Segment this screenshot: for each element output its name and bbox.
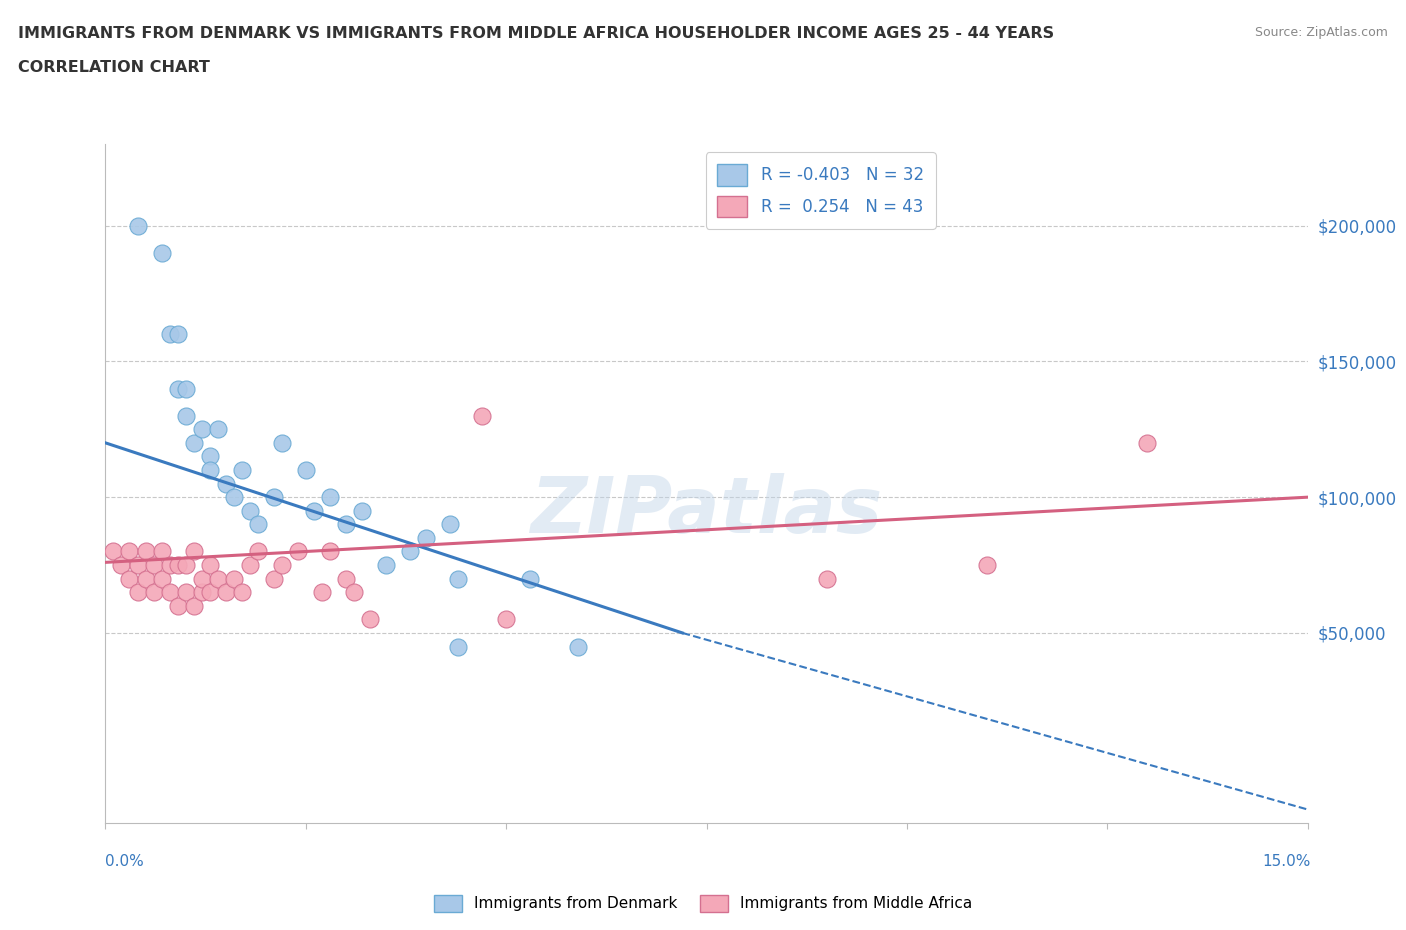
Point xyxy=(239,503,262,518)
Point xyxy=(231,585,253,600)
Point xyxy=(135,571,157,586)
Point xyxy=(231,462,253,477)
Point xyxy=(319,544,342,559)
Text: CORRELATION CHART: CORRELATION CHART xyxy=(18,60,209,75)
Point xyxy=(183,544,205,559)
Point xyxy=(471,408,494,423)
Point xyxy=(198,585,221,600)
Point xyxy=(270,558,292,573)
Point xyxy=(447,571,470,586)
Point xyxy=(198,558,221,573)
Point xyxy=(207,571,229,586)
Point xyxy=(159,558,181,573)
Point xyxy=(311,585,333,600)
Point xyxy=(222,490,245,505)
Point xyxy=(239,558,262,573)
Point xyxy=(135,544,157,559)
Point xyxy=(198,449,221,464)
Point xyxy=(103,544,125,559)
Point xyxy=(439,517,461,532)
Point xyxy=(118,571,141,586)
Point xyxy=(335,571,357,586)
Point xyxy=(159,585,181,600)
Text: 0.0%: 0.0% xyxy=(105,854,145,869)
Point xyxy=(567,639,589,654)
Point xyxy=(343,585,366,600)
Point xyxy=(287,544,309,559)
Point xyxy=(302,503,325,518)
Point xyxy=(127,558,149,573)
Point xyxy=(214,476,236,491)
Point xyxy=(174,408,197,423)
Point xyxy=(127,585,149,600)
Point xyxy=(335,517,357,532)
Point xyxy=(174,558,197,573)
Text: IMMIGRANTS FROM DENMARK VS IMMIGRANTS FROM MIDDLE AFRICA HOUSEHOLDER INCOME AGES: IMMIGRANTS FROM DENMARK VS IMMIGRANTS FR… xyxy=(18,26,1054,41)
Point xyxy=(214,585,236,600)
Point xyxy=(207,422,229,437)
Point xyxy=(183,598,205,613)
Point xyxy=(159,326,181,341)
Point xyxy=(270,435,292,450)
Legend: R = -0.403   N = 32, R =  0.254   N = 43: R = -0.403 N = 32, R = 0.254 N = 43 xyxy=(706,153,935,229)
Point xyxy=(374,558,398,573)
Point xyxy=(190,422,212,437)
Point xyxy=(519,571,541,586)
Point xyxy=(263,571,285,586)
Point xyxy=(263,490,285,505)
Point xyxy=(166,558,188,573)
Point xyxy=(976,558,998,573)
Point xyxy=(815,571,838,586)
Point xyxy=(166,326,188,341)
Point xyxy=(190,585,212,600)
Point xyxy=(174,585,197,600)
Text: Source: ZipAtlas.com: Source: ZipAtlas.com xyxy=(1254,26,1388,39)
Point xyxy=(295,462,318,477)
Text: 15.0%: 15.0% xyxy=(1263,854,1310,869)
Point xyxy=(142,585,165,600)
Point xyxy=(166,381,188,396)
Point xyxy=(319,490,342,505)
Point xyxy=(1136,435,1159,450)
Point xyxy=(183,435,205,450)
Point xyxy=(246,544,269,559)
Point xyxy=(399,544,422,559)
Point xyxy=(127,219,149,233)
Point xyxy=(447,639,470,654)
Legend: Immigrants from Denmark, Immigrants from Middle Africa: Immigrants from Denmark, Immigrants from… xyxy=(427,889,979,918)
Point xyxy=(246,517,269,532)
Point xyxy=(190,571,212,586)
Point xyxy=(150,571,173,586)
Point xyxy=(415,530,437,545)
Point xyxy=(118,544,141,559)
Point xyxy=(150,246,173,260)
Point xyxy=(150,544,173,559)
Text: ZIPatlas: ZIPatlas xyxy=(530,472,883,549)
Point xyxy=(495,612,517,627)
Point xyxy=(110,558,132,573)
Point xyxy=(166,598,188,613)
Point xyxy=(142,558,165,573)
Point xyxy=(222,571,245,586)
Point xyxy=(350,503,373,518)
Point xyxy=(359,612,381,627)
Point xyxy=(174,381,197,396)
Point xyxy=(198,462,221,477)
